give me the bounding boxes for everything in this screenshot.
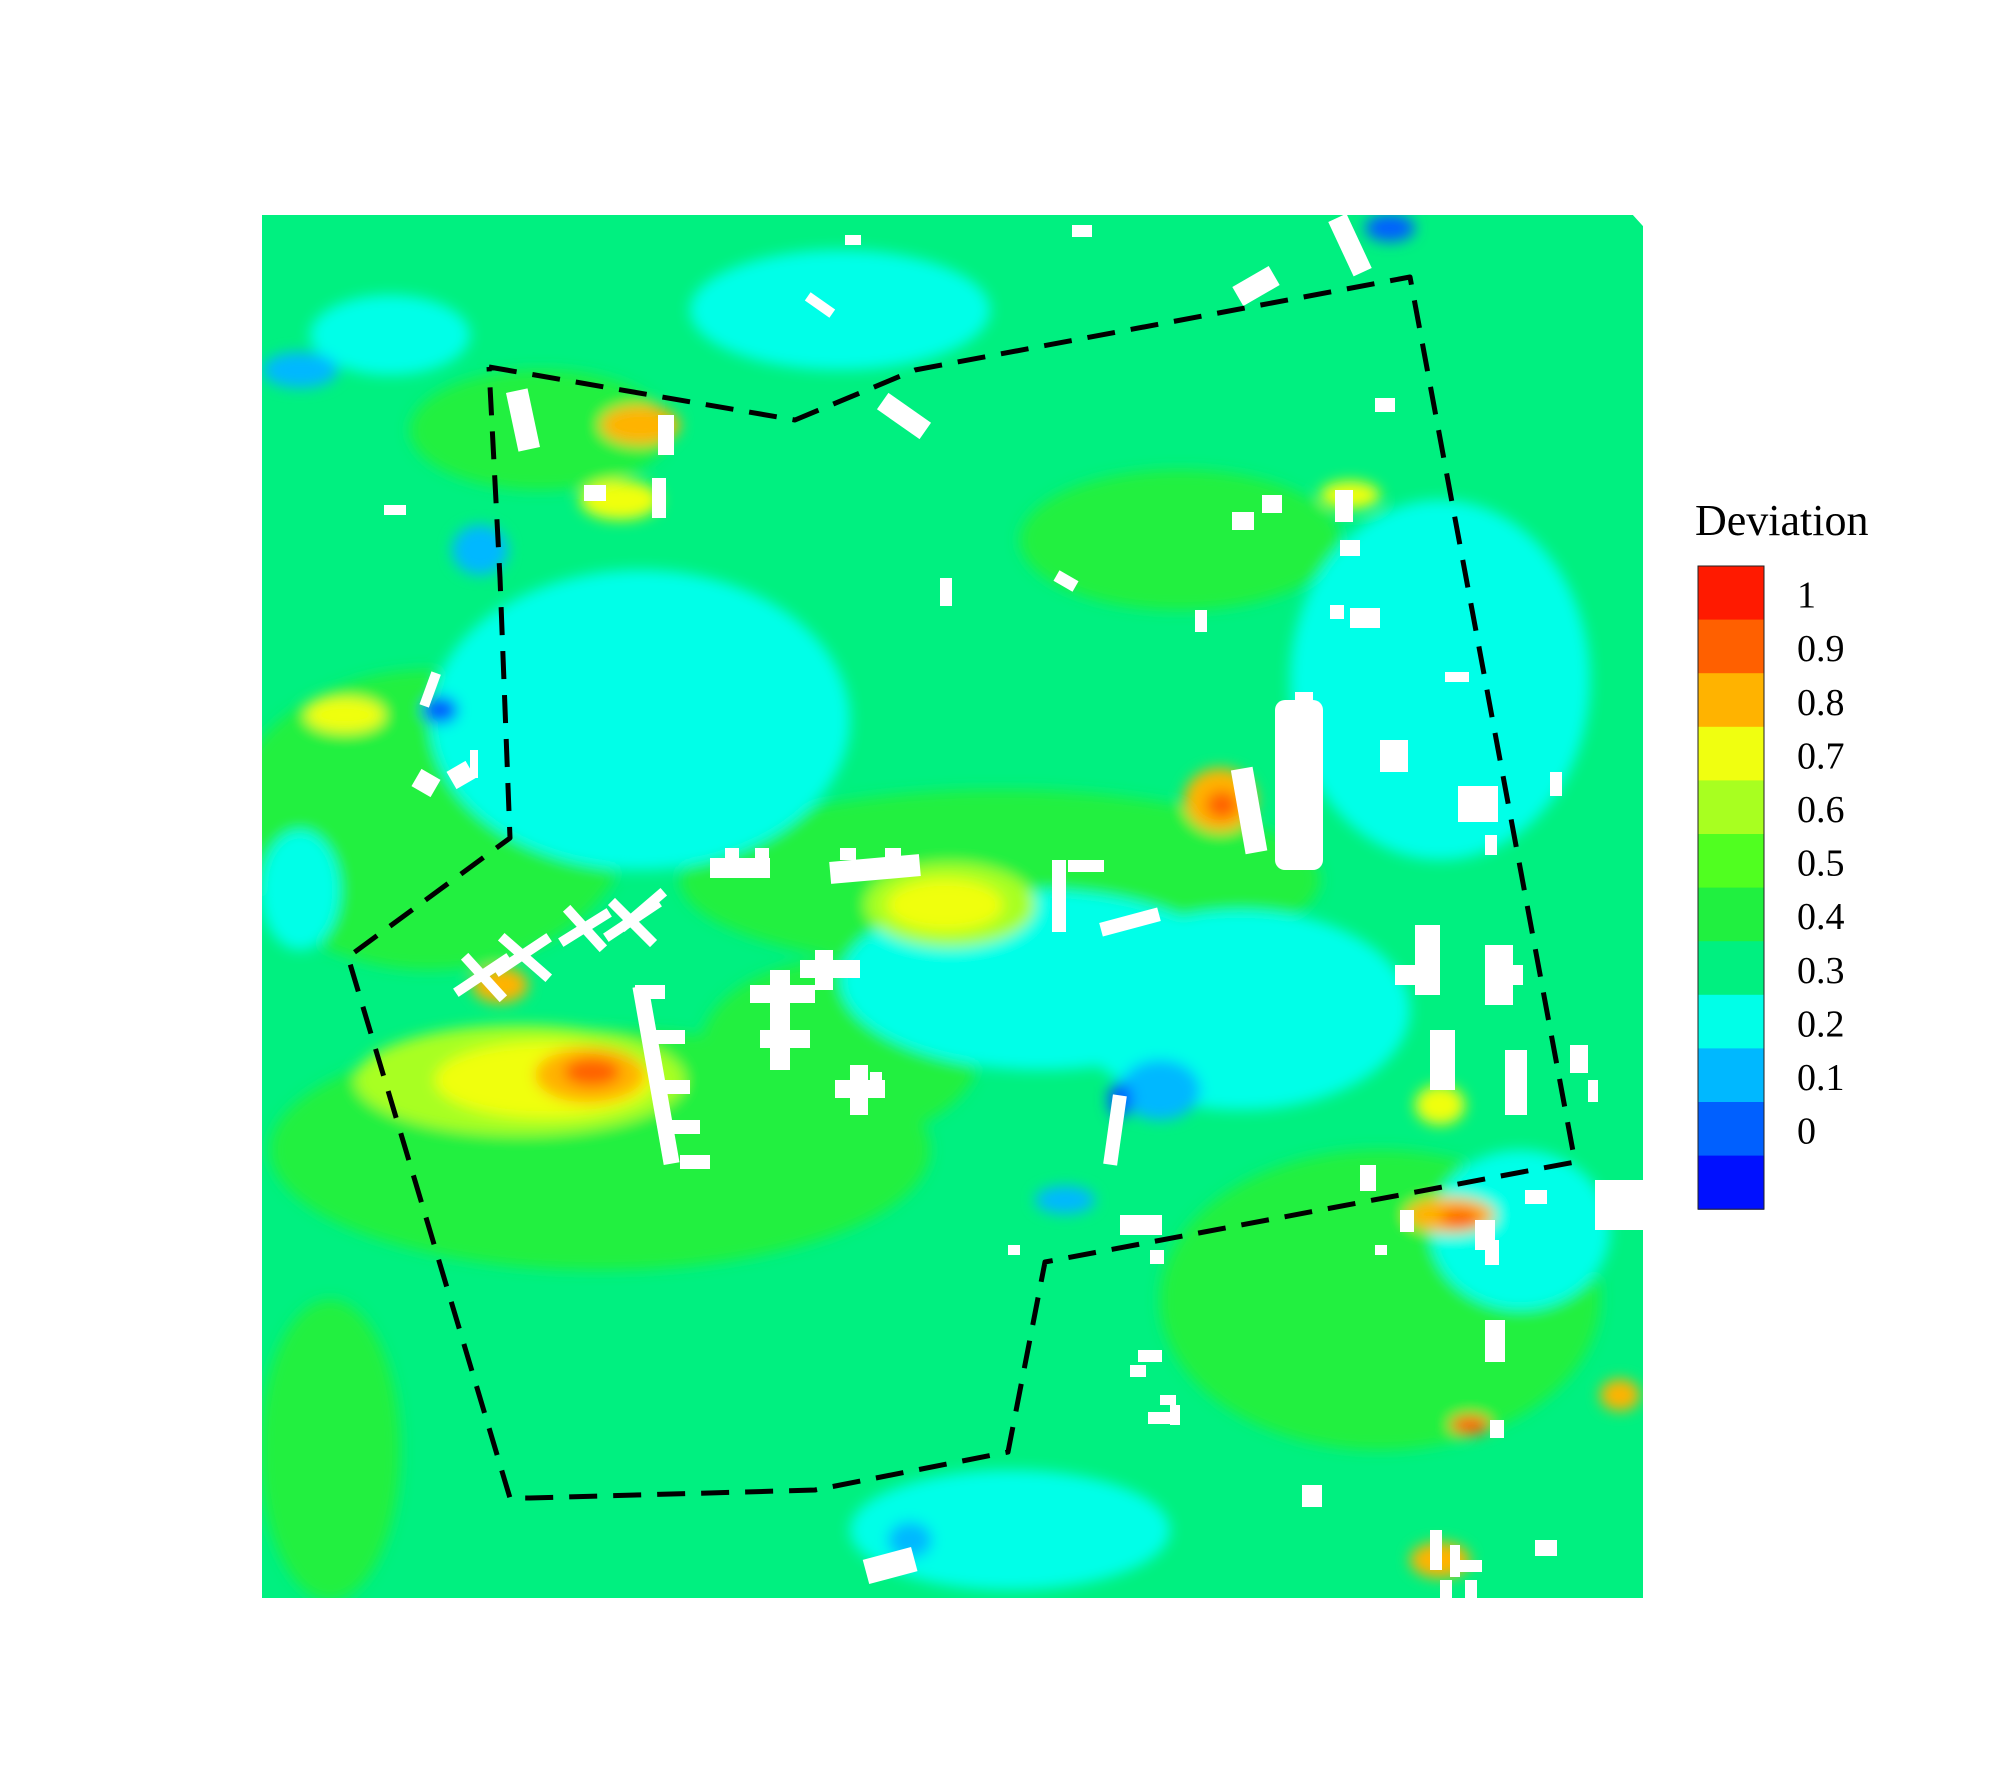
colorbar-swatch [1698,1102,1764,1157]
colorbar-swatch [1698,1155,1764,1210]
colorbar-swatch [1698,619,1764,674]
colorbar-level-label: 1 [1797,575,1816,617]
star-buildings [453,887,668,1003]
colorbar-swatch [1698,1048,1764,1103]
colorbar-level-label: 0.2 [1797,1003,1845,1045]
colorbar-level-label: 0.6 [1797,789,1845,831]
colorbar-swatch [1698,834,1764,889]
colorbar-swatch [1698,566,1764,621]
colorbar-border [1697,565,1765,1210]
colorbar-level-label: 0.3 [1797,950,1845,992]
colorbar-swatch [1698,887,1764,942]
colorbar-swatch [1698,994,1764,1049]
colorbar-swatches [1697,565,1765,1210]
study-area-boundary [345,274,1578,1501]
colorbar-level-label: 0 [1797,1111,1816,1153]
colorbar-level-label: 0.8 [1797,682,1845,724]
colorbar-swatch [1698,941,1764,996]
colorbar-level-label: 0.1 [1797,1057,1845,1099]
colorbar-level-label: 0.7 [1797,735,1845,777]
building-footprints [384,215,1643,1598]
colorbar-legend: Deviation 1 0.9 0.8 0.7 0.6 0.5 0.4 0.3 0.2 0.1 0 [1695,496,1869,1210]
colorbar-swatch [1698,780,1764,835]
colorbar-labels: 1 0.9 0.8 0.7 0.6 0.5 0.4 0.3 0.2 0.1 0 [1797,575,1845,1153]
colorbar-level-label: 0.9 [1797,628,1845,670]
colorbar-swatch [1698,726,1764,781]
contour-plot-area [262,215,1643,1598]
colorbar-level-label: 0.4 [1797,896,1845,938]
legend-title: Deviation [1695,496,1869,545]
colorbar-swatch [1698,673,1764,728]
colorbar-level-label: 0.5 [1797,843,1845,885]
